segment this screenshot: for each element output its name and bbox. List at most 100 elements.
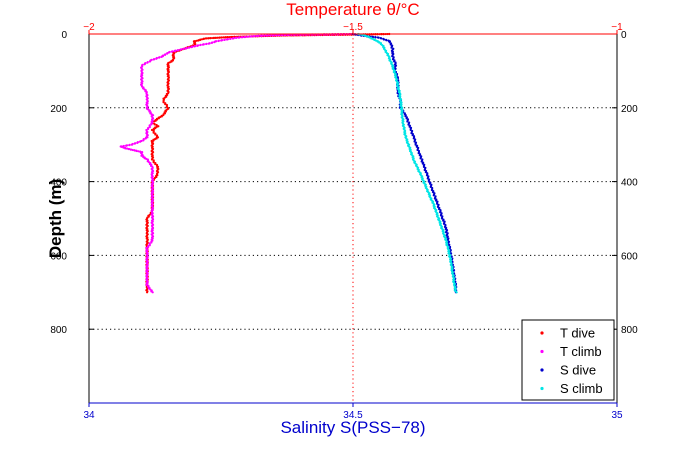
data-point (179, 48, 183, 51)
data-point (378, 41, 381, 44)
data-point (139, 150, 142, 153)
data-point (367, 35, 370, 38)
data-point (129, 148, 132, 151)
data-point (146, 60, 149, 64)
data-point (185, 46, 188, 50)
data-point (152, 161, 155, 164)
temperature-tick-label: −2 (83, 22, 95, 33)
salinity-tick-label: 34 (83, 410, 95, 421)
depth-tick-label-right: 200 (621, 104, 638, 115)
data-point (200, 38, 204, 41)
data-point (154, 133, 157, 136)
data-point (376, 40, 379, 43)
data-point (215, 40, 218, 43)
data-point (228, 35, 231, 39)
data-point (406, 120, 409, 123)
data-point (218, 36, 221, 39)
data-point (244, 35, 247, 38)
data-point (174, 49, 177, 52)
legend-marker (540, 386, 544, 391)
data-point (182, 47, 185, 50)
data-point (147, 284, 150, 287)
temperature-tick-label: −1 (611, 22, 623, 33)
data-point (362, 34, 366, 37)
legend-marker (540, 349, 544, 354)
temperature-tick-label: −1.5 (343, 22, 363, 33)
data-point (390, 46, 393, 49)
data-point (212, 36, 215, 40)
data-point (263, 34, 266, 37)
data-point (131, 142, 134, 146)
data-point (278, 33, 281, 37)
data-point (199, 43, 202, 46)
grid-lines (89, 34, 617, 403)
data-point (136, 141, 140, 144)
data-point (371, 37, 375, 41)
data-point (272, 34, 275, 37)
data-point (193, 45, 197, 48)
data-point (157, 117, 160, 120)
data-point (210, 36, 214, 40)
data-point (444, 231, 448, 234)
data-point (269, 34, 272, 37)
data-point (134, 142, 137, 145)
salinity-axis-title: Salinity S(PSS−78) (280, 418, 425, 437)
data-point (371, 35, 375, 39)
series-s-climb (357, 32, 458, 294)
data-point (241, 36, 244, 39)
data-point (214, 36, 217, 39)
depth-tick-label-left: 400 (50, 178, 67, 189)
data-point (226, 36, 229, 39)
data-point (171, 50, 174, 53)
data-point (148, 124, 151, 127)
data-point (224, 36, 227, 39)
data-point (275, 34, 278, 37)
data-point (370, 36, 373, 40)
data-point (204, 37, 207, 40)
data-point (164, 53, 167, 56)
data-point (419, 157, 422, 160)
data-point (266, 34, 269, 37)
legend-label: S climb (560, 381, 603, 396)
data-point (141, 150, 144, 154)
data-point (217, 39, 220, 42)
depth-tick-label-left: 800 (50, 325, 67, 336)
legend: T dive T climb S dive S climb (521, 319, 615, 401)
data-point (146, 126, 150, 130)
data-point (140, 139, 143, 143)
data-point (125, 147, 129, 150)
data-point (122, 144, 125, 148)
data-point (365, 35, 368, 38)
depth-tick-label-left: 600 (50, 251, 67, 262)
data-point (223, 38, 226, 41)
data-point (373, 38, 376, 41)
data-point (155, 56, 159, 60)
data-point (199, 38, 202, 42)
legend-label: T dive (560, 326, 595, 341)
data-point (137, 150, 140, 153)
data-point (247, 35, 250, 38)
data-point (257, 34, 260, 37)
depth-tick-label-left: 0 (61, 30, 67, 41)
data-point (152, 131, 155, 134)
salinity-tick-label: 35 (611, 410, 623, 421)
legend-marker (540, 331, 544, 335)
data-point (226, 38, 230, 41)
legend-box (521, 319, 615, 401)
data-point (158, 56, 161, 59)
data-point (196, 44, 200, 47)
legend-label: S dive (560, 363, 596, 378)
data-point (208, 42, 211, 45)
data-point (379, 42, 383, 45)
data-point (125, 144, 129, 147)
depth-tick-label-right: 400 (621, 178, 638, 189)
data-point (150, 158, 154, 161)
data-point (153, 57, 156, 61)
data-point (195, 39, 198, 42)
data-point (220, 36, 223, 39)
data-point (124, 146, 127, 150)
data-point (209, 37, 212, 40)
data-point (385, 39, 388, 42)
salinity-tick-label: 34.5 (343, 410, 363, 421)
data-point (188, 46, 191, 49)
